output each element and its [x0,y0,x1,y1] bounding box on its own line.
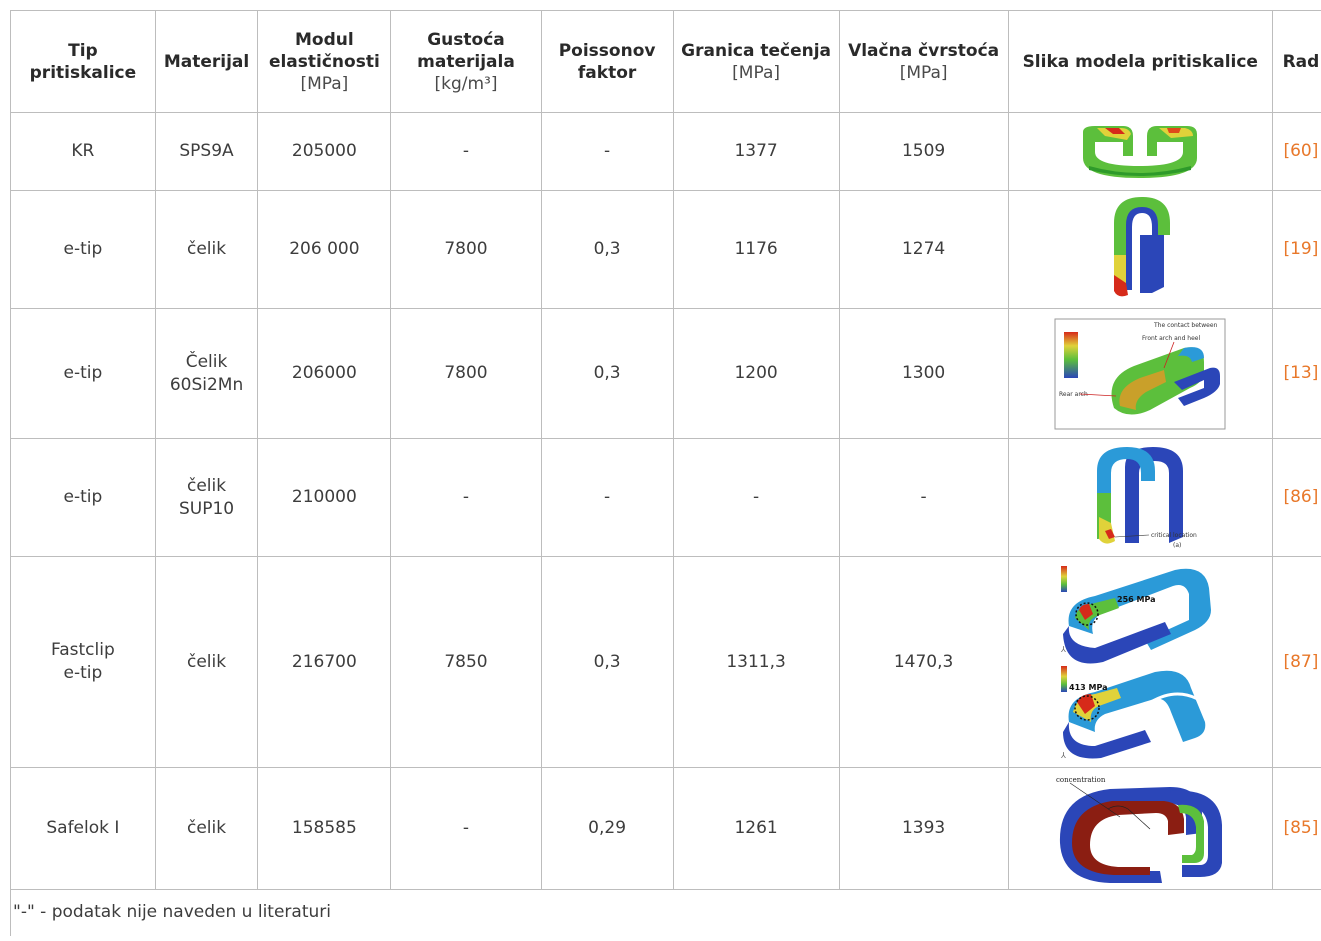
cell-modulus: 216700 [257,556,392,768]
header-modulus: Modul elastičnosti [MPa] [257,10,392,113]
cell-image [1007,190,1273,309]
image-label-a: (a) [1173,542,1181,549]
table-row: e-tip Čelik 60Si2Mn 206000 7800 0,3 1200 … [10,308,1321,439]
cell-material: čelik [154,556,259,768]
clip-model-annotated-image: The contact between Front arch and heel … [1054,318,1226,429]
cell-poisson: 0,3 [540,556,674,768]
table-row: e-tip čelik SUP10 210000 - - - - critical… [10,438,1321,557]
cell-image [1007,112,1273,191]
image-label-front-arch: Front arch and heel [1142,335,1200,342]
clip-model-safelok-image: concentration [1056,776,1223,883]
cell-ref[interactable]: [85] [1271,767,1321,890]
table-row: Fastclip e-tip čelik 216700 7850 0,3 1311… [10,556,1321,768]
table-header-row: Tip pritiskalice Materijal Modul elastič… [10,10,1321,113]
header-poisson: Poissonov faktor [540,10,674,113]
clip-model-etip-image [1114,196,1171,296]
image-label-critical: critical location [1151,532,1197,539]
cell-tensile: 1509 [838,112,1009,191]
clip-properties-table: Tip pritiskalice Materijal Modul elastič… [10,10,1321,936]
cell-image: 256 MPa ⅄ 413 MPa ⅄ [1007,556,1273,768]
cell-material: čelik [154,767,259,890]
clip-model-critical-image: critical location (a) [1097,446,1197,549]
cell-ref[interactable]: [19] [1271,190,1321,309]
cell-tensile: 1470,3 [838,556,1009,768]
header-tip: Tip pritiskalice [10,10,156,113]
cell-yield: 1377 [672,112,840,191]
cell-density: 7800 [390,308,542,439]
cell-modulus: 206 000 [257,190,392,309]
cell-yield: - [672,438,840,557]
cell-density: - [390,112,542,191]
image-label-rear-arch: Rear arch [1059,391,1088,398]
cell-tip: e-tip [10,438,156,557]
cell-tensile: - [838,438,1009,557]
header-yield: Granica tečenja [MPa] [672,10,840,113]
footnote: "-" - podatak nije naveden u literaturi [10,889,1321,936]
cell-modulus: 205000 [257,112,392,191]
cell-density: 7800 [390,190,542,309]
cell-yield: 1311,3 [672,556,840,768]
table-footnote-row: "-" - podatak nije naveden u literaturi [10,889,1321,936]
cell-ref[interactable]: [13] [1271,308,1321,439]
cell-tensile: 1300 [838,308,1009,439]
header-ref: Rad [1271,10,1321,113]
cell-material: Čelik 60Si2Mn [154,308,259,439]
clip-model-kr-image [1083,125,1198,178]
header-material: Materijal [154,10,259,113]
cell-material: čelik [154,190,259,309]
cell-material: čelik SUP10 [154,438,259,557]
cell-density: - [390,767,542,890]
cell-yield: 1176 [672,190,840,309]
table-row: Safelok I čelik 158585 - 0,29 1261 1393 … [10,767,1321,890]
svg-text:⅄: ⅄ [1060,645,1066,654]
cell-image: critical location (a) [1007,438,1273,557]
cell-ref[interactable]: [87] [1271,556,1321,768]
header-tensile: Vlačna čvrstoća [MPa] [838,10,1009,113]
cell-yield: 1200 [672,308,840,439]
cell-poisson: 0,3 [540,190,674,309]
header-image: Slika modela pritiskalice [1007,10,1273,113]
cell-modulus: 158585 [257,767,392,890]
cell-tensile: 1393 [838,767,1009,890]
image-label-contact: The contact between [1153,322,1218,329]
cell-tip: Fastclip e-tip [10,556,156,768]
image-label-256: 256 MPa [1117,595,1156,604]
cell-tip: e-tip [10,308,156,439]
cell-modulus: 206000 [257,308,392,439]
cell-image: The contact between Front arch and heel … [1007,308,1273,439]
cell-density: 7850 [390,556,542,768]
cell-modulus: 210000 [257,438,392,557]
table-row: KR SPS9A 205000 - - 1377 1509 [60] [10,112,1321,191]
cell-ref[interactable]: [60] [1271,112,1321,191]
table-row: e-tip čelik 206 000 7800 0,3 1176 1274 [… [10,190,1321,309]
cell-tip: KR [10,112,156,191]
cell-yield: 1261 [672,767,840,890]
cell-material: SPS9A [154,112,259,191]
cell-poisson: 0,3 [540,308,674,439]
clip-model-stress-image: 256 MPa ⅄ 413 MPa ⅄ [1060,566,1217,760]
cell-poisson: 0,29 [540,767,674,890]
cell-poisson: - [540,112,674,191]
image-label-413: 413 MPa [1069,683,1108,692]
cell-tensile: 1274 [838,190,1009,309]
header-density: Gustoća materijala [kg/m³] [390,10,542,113]
image-label-concentration: concentration [1056,776,1106,784]
cell-density: - [390,438,542,557]
cell-tip: Safelok I [10,767,156,890]
cell-tip: e-tip [10,190,156,309]
cell-ref[interactable]: [86] [1271,438,1321,557]
cell-poisson: - [540,438,674,557]
cell-image: concentration [1007,767,1273,890]
svg-text:⅄: ⅄ [1060,751,1066,760]
